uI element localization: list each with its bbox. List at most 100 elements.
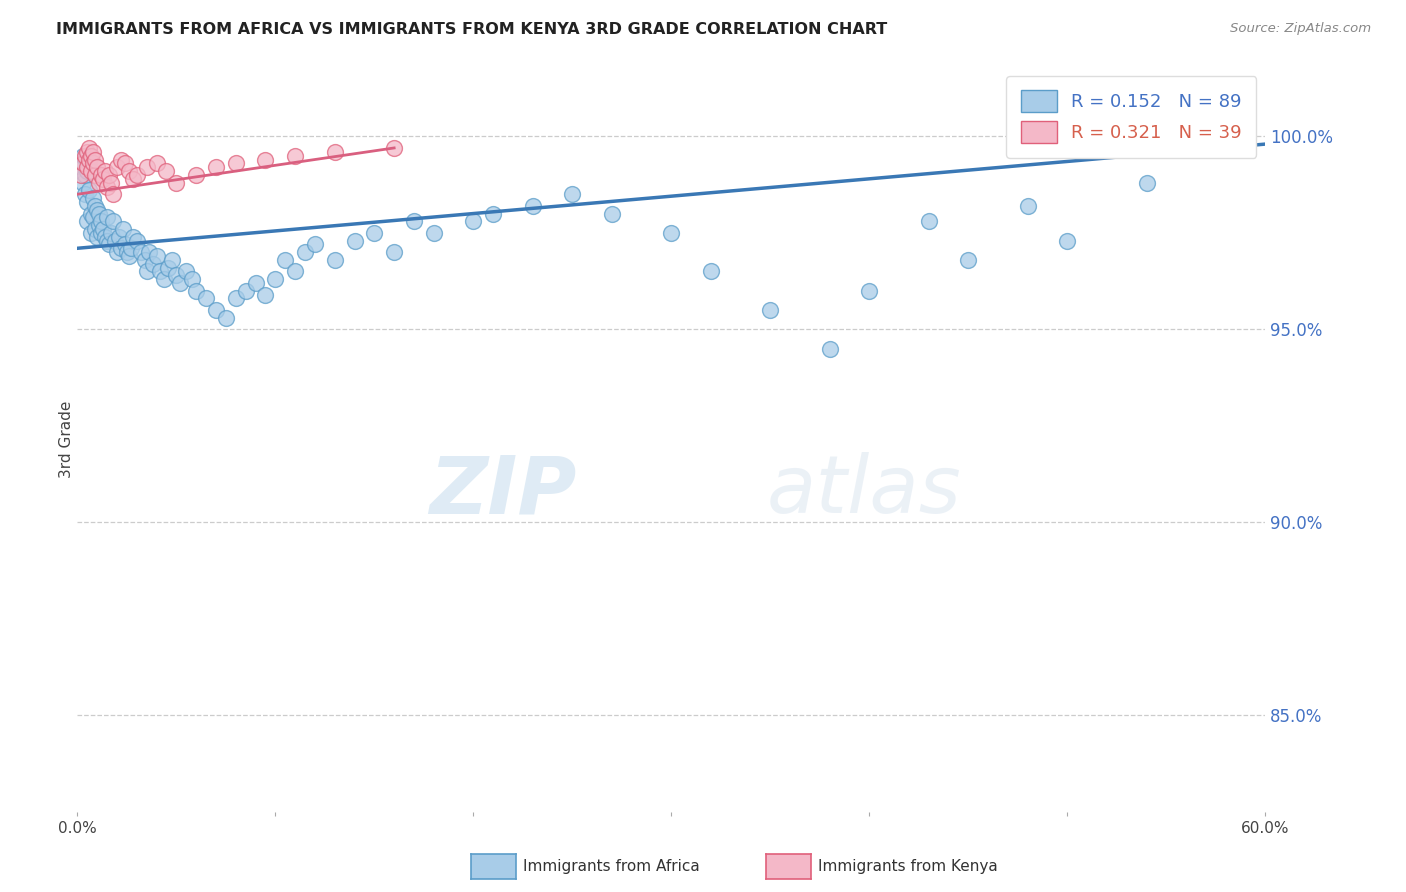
Point <box>138 245 160 260</box>
Point <box>96 211 118 225</box>
Point <box>90 214 112 228</box>
Point <box>1017 199 1039 213</box>
Point <box>245 276 267 290</box>
Point <box>80 149 103 163</box>
Point <box>120 241 142 255</box>
Point <box>323 145 346 159</box>
Point <box>274 252 297 267</box>
Point <box>118 249 141 263</box>
Point <box>264 272 287 286</box>
Point <box>343 234 366 248</box>
Point <box>661 226 683 240</box>
Point <box>482 206 505 220</box>
Point <box>70 168 93 182</box>
Point <box>91 171 114 186</box>
Y-axis label: 3rd Grade: 3rd Grade <box>59 401 73 478</box>
Point <box>72 149 94 163</box>
Point <box>80 226 103 240</box>
Point <box>84 222 107 236</box>
Point <box>101 187 124 202</box>
Point <box>129 245 152 260</box>
Point <box>858 284 880 298</box>
Point <box>205 160 228 174</box>
Point <box>759 303 782 318</box>
Point <box>86 202 108 217</box>
Point <box>157 260 180 275</box>
Point <box>181 272 204 286</box>
Legend: R = 0.152   N = 89, R = 0.321   N = 39: R = 0.152 N = 89, R = 0.321 N = 39 <box>1007 76 1257 158</box>
Point <box>98 237 121 252</box>
Point <box>100 226 122 240</box>
Point <box>169 276 191 290</box>
Point <box>98 168 121 182</box>
Point <box>94 229 117 244</box>
Point <box>121 171 143 186</box>
Point <box>294 245 316 260</box>
Point <box>363 226 385 240</box>
Point <box>957 252 980 267</box>
Point <box>104 234 127 248</box>
Point <box>76 194 98 209</box>
Point <box>72 176 94 190</box>
Point <box>284 264 307 278</box>
Point <box>77 141 100 155</box>
Point <box>522 199 544 213</box>
Point <box>108 229 131 244</box>
Point <box>423 226 446 240</box>
Point <box>75 187 97 202</box>
Point <box>215 310 238 325</box>
Point <box>77 156 100 170</box>
Point <box>155 164 177 178</box>
Point <box>87 176 110 190</box>
Point <box>818 342 841 356</box>
Point <box>84 153 107 167</box>
Point <box>142 257 165 271</box>
Point <box>90 168 112 182</box>
Point <box>114 237 136 252</box>
Point <box>82 191 104 205</box>
Point <box>125 168 148 182</box>
Point <box>225 292 247 306</box>
Point <box>135 160 157 174</box>
Text: IMMIGRANTS FROM AFRICA VS IMMIGRANTS FROM KENYA 3RD GRADE CORRELATION CHART: IMMIGRANTS FROM AFRICA VS IMMIGRANTS FRO… <box>56 22 887 37</box>
Text: Immigrants from Africa: Immigrants from Africa <box>523 859 700 873</box>
Point <box>75 168 97 182</box>
Point <box>94 164 117 178</box>
Point <box>205 303 228 318</box>
Point <box>254 153 277 167</box>
Point <box>1056 234 1078 248</box>
Point <box>75 149 97 163</box>
Point <box>1136 176 1159 190</box>
Text: ZIP: ZIP <box>429 452 576 531</box>
Point <box>463 214 485 228</box>
Point <box>84 199 107 213</box>
Point <box>76 145 98 159</box>
Point <box>284 149 307 163</box>
Point <box>135 264 157 278</box>
Point <box>225 156 247 170</box>
Point <box>90 226 112 240</box>
Point <box>323 252 346 267</box>
Point <box>86 160 108 174</box>
Point <box>700 264 723 278</box>
Point <box>91 222 114 236</box>
Point <box>174 264 197 278</box>
Point <box>84 168 107 182</box>
Point <box>186 284 208 298</box>
Point <box>145 249 167 263</box>
Text: Source: ZipAtlas.com: Source: ZipAtlas.com <box>1230 22 1371 36</box>
Point <box>105 160 128 174</box>
Point <box>918 214 941 228</box>
Point <box>304 237 326 252</box>
Point <box>110 241 132 255</box>
Point <box>82 156 104 170</box>
Text: Immigrants from Kenya: Immigrants from Kenya <box>818 859 998 873</box>
Point <box>86 229 108 244</box>
Point <box>111 222 134 236</box>
Point <box>101 214 124 228</box>
Point <box>149 264 172 278</box>
Point <box>110 153 132 167</box>
Point <box>125 234 148 248</box>
Point <box>76 164 98 178</box>
Point <box>96 179 118 194</box>
